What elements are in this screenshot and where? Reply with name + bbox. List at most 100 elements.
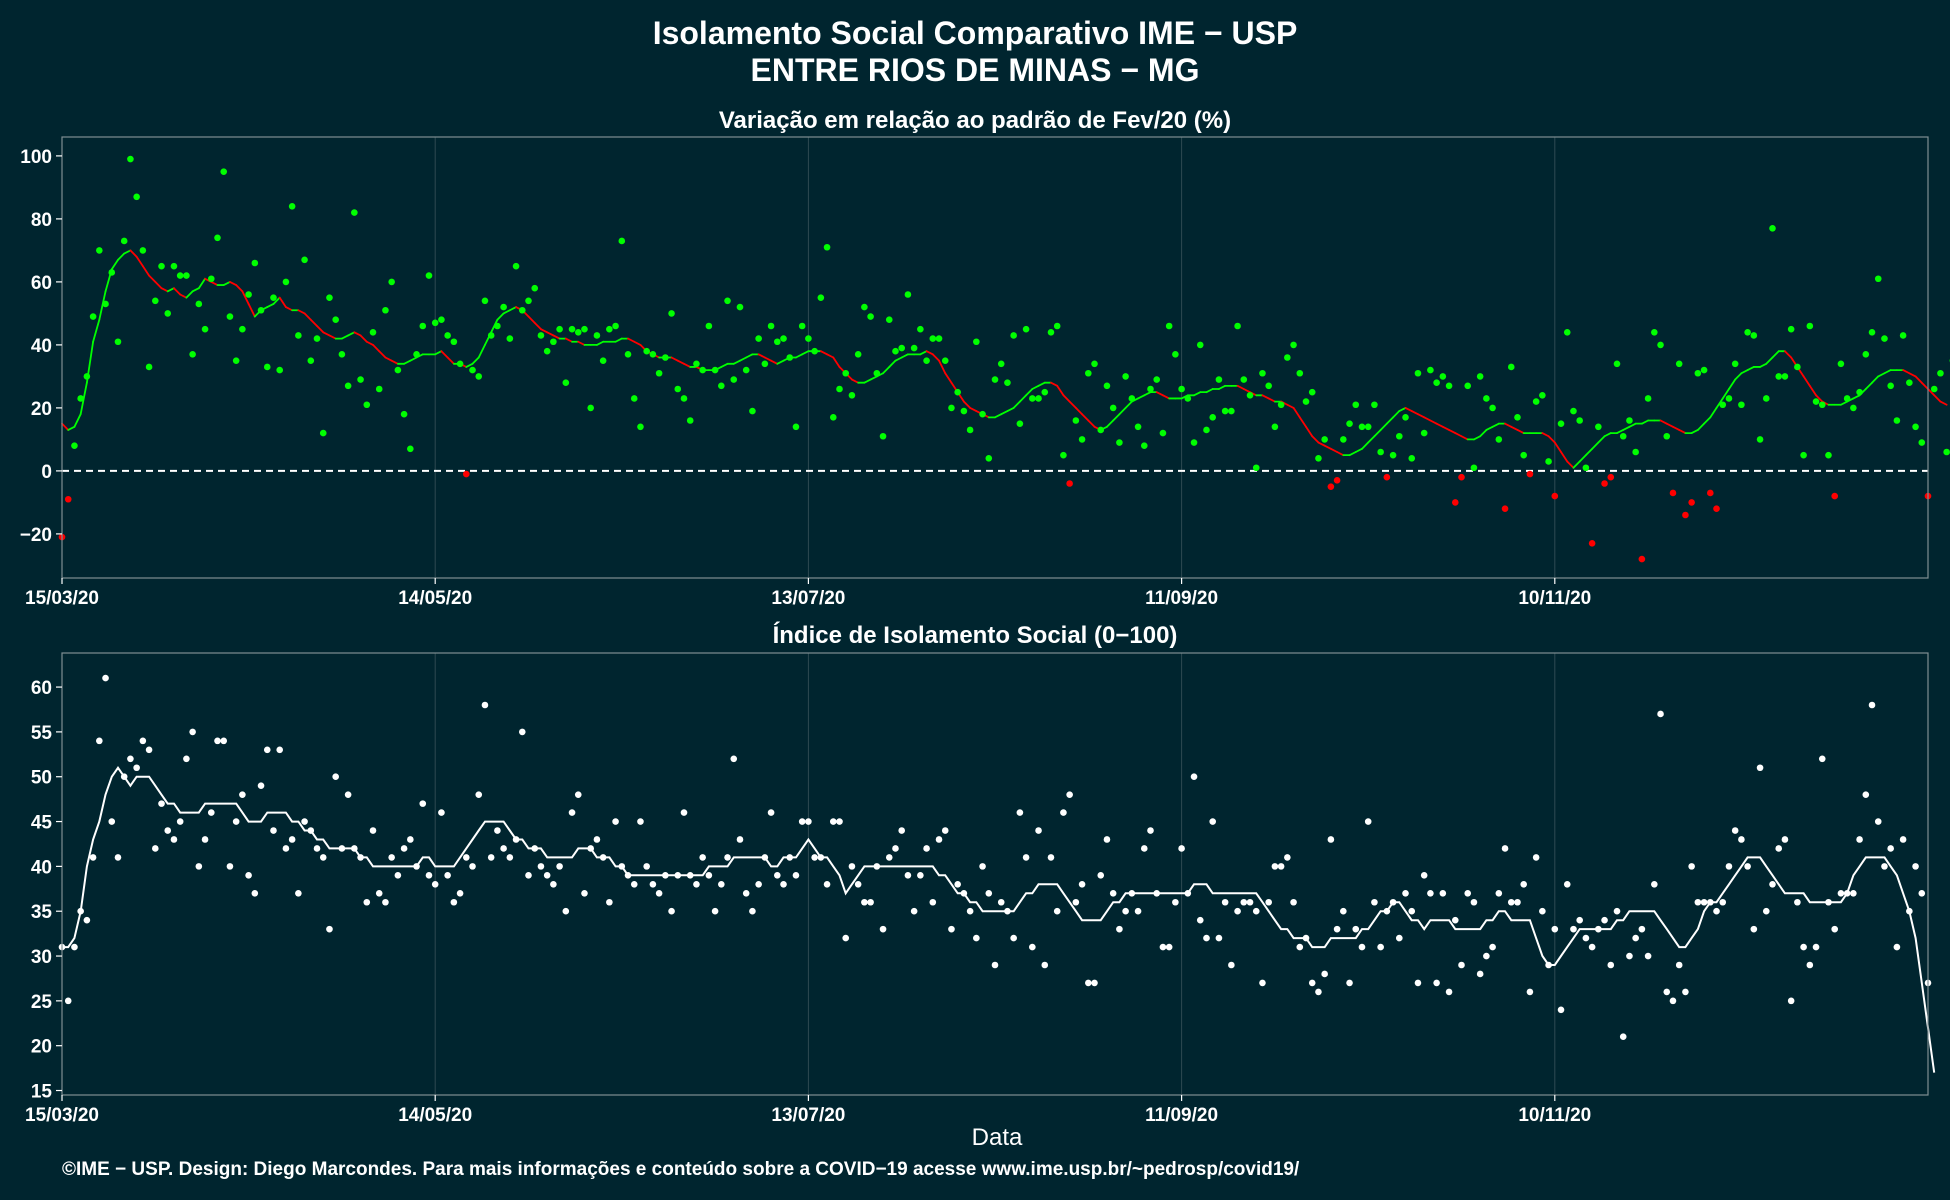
- data-point: [469, 863, 476, 870]
- moving-average-segment: [1218, 384, 1227, 390]
- data-point: [363, 401, 371, 409]
- data-point: [77, 395, 84, 402]
- data-point: [1277, 401, 1285, 409]
- data-point: [1066, 791, 1073, 798]
- moving-average-segment: [1734, 372, 1743, 381]
- data-point: [1451, 499, 1459, 506]
- x-tick-label: 13/07/20: [771, 588, 845, 609]
- moving-average-segment: [278, 296, 287, 309]
- moving-average-segment: [1566, 460, 1575, 469]
- moving-average-segment: [179, 293, 188, 299]
- data-point: [1240, 898, 1248, 906]
- data-point: [1738, 836, 1745, 843]
- data-point: [705, 872, 713, 879]
- data-point: [1626, 952, 1633, 960]
- data-point: [531, 845, 539, 852]
- data-point: [630, 881, 638, 888]
- data-point: [357, 376, 364, 383]
- moving-average-segment: [303, 312, 312, 321]
- moving-average-segment: [633, 340, 642, 346]
- data-point: [811, 347, 818, 355]
- data-point: [1906, 379, 1913, 387]
- data-point: [419, 322, 427, 330]
- moving-average-segment: [527, 315, 536, 324]
- data-point: [568, 325, 576, 333]
- data-point: [1707, 898, 1714, 906]
- data-point: [463, 470, 470, 478]
- moving-average-segment: [1597, 435, 1606, 444]
- data-point: [164, 827, 172, 834]
- data-point: [1358, 943, 1366, 951]
- data-point: [326, 294, 333, 301]
- data-point: [1582, 934, 1590, 942]
- data-point: [1371, 898, 1378, 906]
- moving-average-segment: [552, 334, 561, 340]
- data-point: [829, 414, 837, 421]
- data-point: [189, 728, 196, 736]
- moving-average-segment: [1510, 425, 1519, 431]
- data-point: [1651, 329, 1658, 336]
- data-point: [245, 872, 252, 879]
- data-point: [456, 889, 464, 897]
- moving-average-segment: [92, 318, 101, 343]
- moving-average-segment: [851, 378, 860, 384]
- data-point: [1172, 351, 1179, 358]
- data-point: [1520, 881, 1527, 888]
- moving-average-segment: [1398, 406, 1407, 412]
- data-point: [1010, 934, 1017, 942]
- moving-average-segment: [1665, 422, 1674, 428]
- moving-average-segment: [1585, 447, 1594, 457]
- moving-average-segment: [309, 318, 318, 327]
- data-point: [599, 357, 607, 364]
- data-point: [419, 800, 427, 807]
- data-point: [1078, 436, 1086, 443]
- data-point: [761, 360, 769, 368]
- moving-average-segment: [1933, 394, 1942, 403]
- data-point: [195, 863, 203, 870]
- data-point: [1140, 442, 1148, 450]
- data-point: [1159, 943, 1167, 951]
- data-point: [1252, 464, 1260, 472]
- data-point: [1022, 854, 1030, 861]
- data-point: [226, 313, 234, 320]
- data-point: [531, 284, 539, 292]
- data-point: [382, 306, 389, 314]
- moving-average-segment: [1155, 391, 1164, 397]
- data-point: [774, 338, 781, 346]
- moving-average-segment: [496, 312, 505, 321]
- data-point: [593, 332, 601, 339]
- data-point: [1190, 439, 1198, 446]
- data-point: [973, 338, 980, 346]
- moving-average-segment: [732, 359, 741, 365]
- data-point: [1072, 898, 1080, 906]
- moving-average-segment: [1323, 444, 1332, 450]
- data-point: [637, 818, 644, 825]
- data-point: [1433, 379, 1440, 387]
- moving-average-segment: [1267, 397, 1276, 403]
- moving-average-segment: [1504, 422, 1513, 428]
- data-point: [1781, 373, 1789, 380]
- data-point: [96, 737, 103, 745]
- data-point: [649, 351, 657, 358]
- moving-average-segment: [1361, 441, 1370, 450]
- data-point: [991, 961, 999, 969]
- data-point: [1053, 907, 1061, 915]
- data-point: [413, 351, 420, 358]
- data-point: [1887, 845, 1894, 852]
- data-point: [1570, 407, 1577, 415]
- data-point: [282, 278, 290, 286]
- data-point: [481, 701, 489, 709]
- data-point: [1010, 332, 1017, 339]
- moving-average-segment: [1852, 394, 1861, 400]
- data-point: [985, 889, 993, 897]
- chart-title-line1: Isolamento Social Comparativo IME − USP: [653, 15, 1298, 51]
- data-point: [351, 845, 358, 852]
- data-point: [705, 322, 713, 330]
- data-point: [319, 429, 327, 437]
- data-point: [1190, 773, 1198, 781]
- data-point: [885, 316, 893, 324]
- panel-title-index: Índice de Isolamento Social (0−100): [773, 621, 1178, 649]
- moving-average-segment: [1864, 381, 1873, 390]
- moving-average-segment: [210, 280, 219, 286]
